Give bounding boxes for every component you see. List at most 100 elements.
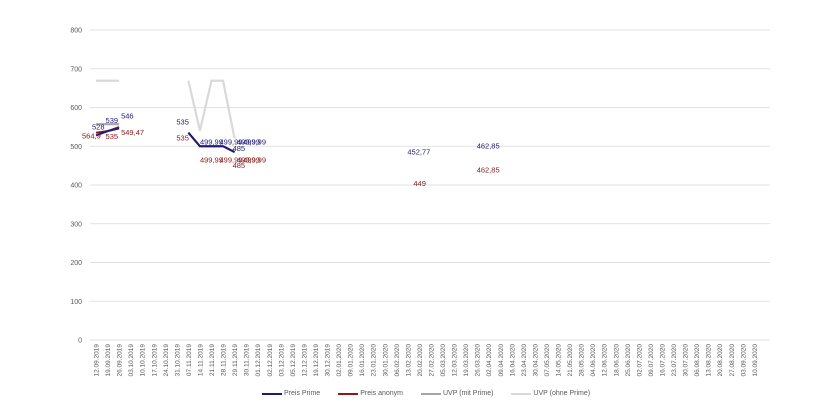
legend-label: UVP (mit Prime) — [442, 390, 494, 397]
x-tick-label: 04.06.2020 — [590, 344, 597, 377]
data-label-anonym: 564,9 — [82, 132, 101, 141]
y-tick-label: 400 — [70, 183, 82, 190]
x-tick-label: 30.07.2020 — [683, 344, 690, 377]
x-tick-label: 14.11.2019 — [197, 344, 204, 376]
x-tick-label: 12.09.2019 — [94, 344, 101, 377]
x-tick-label: 20.08.2020 — [717, 344, 724, 377]
x-tick-label: 23.07.2020 — [671, 344, 678, 377]
x-tick-label: 25.06.2020 — [625, 344, 632, 377]
legend-item-preis-anonym[interactable]: Preis anonym — [338, 390, 403, 397]
x-tick-label: 09.07.2020 — [648, 344, 655, 377]
x-tick-label: 30.01.2020 — [382, 344, 389, 377]
x-tick-label: 30.04.2020 — [532, 344, 539, 377]
x-tick-label: 10.09.2020 — [752, 344, 759, 377]
x-tick-label: 02.04.2020 — [486, 344, 493, 377]
legend-label: Preis anonym — [360, 390, 403, 397]
legend-swatch — [338, 392, 359, 395]
x-tick-label: 17.10.2019 — [151, 344, 158, 377]
legend-swatch — [262, 392, 282, 395]
legend-label: Preis Prime — [284, 390, 321, 397]
legend-label: UVP (ohne Prime) — [533, 390, 591, 397]
data-label-prime: 539 — [106, 116, 119, 125]
x-tick-label: 02.07.2020 — [636, 344, 643, 377]
data-label-anonym: 499,99 — [200, 155, 223, 164]
x-axis: 12.09.2019 19.09.2019 26.09.2019 03.10.2019… — [94, 344, 759, 377]
data-label-anonym: 462,85 — [477, 166, 500, 175]
x-tick-label: 13.02.2020 — [405, 344, 412, 377]
x-tick-label: 27.02.2020 — [428, 344, 435, 377]
legend-item-uvp-mit-prime[interactable]: UVP (mit Prime) — [420, 390, 494, 397]
x-tick-label: 30.12.2019 — [325, 344, 332, 377]
x-tick-label: 12.06.2020 — [602, 344, 609, 377]
y-tick-label: 600 — [70, 105, 82, 112]
legend: Preis Prime Preis anonym UVP (mit Prime)… — [262, 390, 590, 397]
x-tick-label: 02.12.2019 — [267, 344, 274, 377]
x-tick-label: 12.03.2020 — [452, 344, 459, 377]
x-tick-label: 01.12.2019 — [255, 344, 262, 377]
data-label-prime: 499,99 — [237, 137, 260, 146]
x-tick-label: 19.09.2019 — [105, 344, 112, 377]
y-tick-label: 0 — [78, 338, 82, 345]
x-tick-label: 13.08.2020 — [706, 344, 713, 377]
series-lines — [95, 79, 236, 153]
y-tick-label: 500 — [70, 144, 82, 151]
data-label-prime: 462,85 — [477, 142, 500, 151]
x-tick-label: 09.01.2020 — [348, 344, 355, 377]
x-tick-label: 21.05.2020 — [567, 344, 574, 377]
y-tick-label: 100 — [70, 299, 82, 306]
data-label-anonym: 549,47 — [121, 128, 144, 137]
x-tick-label: 12.12.2019 — [301, 344, 308, 377]
data-label-anonym: 499,99 — [237, 155, 260, 164]
x-tick-label: 14.05.2020 — [556, 344, 563, 377]
x-tick-label: 10.10.2019 — [140, 344, 147, 377]
legend-item-uvp-ohne-prime[interactable]: UVP (ohne Prime) — [511, 390, 590, 397]
data-label-prime: 499,99 — [243, 137, 266, 146]
x-tick-label: 03.10.2019 — [128, 344, 135, 377]
legend-swatch — [420, 392, 441, 395]
x-tick-label: 28.11.2019 — [221, 344, 228, 376]
y-axis: 0 100 200 300 400 500 600 700 800 — [70, 28, 82, 345]
legend-item-preis-prime[interactable]: Preis Prime — [262, 390, 320, 397]
y-tick-label: 700 — [70, 66, 82, 73]
data-label-prime: 528 — [92, 122, 105, 131]
x-tick-label: 21.11.2019 — [209, 344, 216, 376]
data-label-anonym: 449 — [413, 179, 426, 188]
x-tick-label: 03.09.2020 — [740, 344, 747, 377]
x-tick-label: 19.12.2019 — [313, 344, 320, 377]
x-tick-label: 30.11.2019 — [244, 344, 251, 376]
x-tick-label: 26.09.2019 — [117, 344, 124, 377]
series-line — [187, 132, 236, 153]
data-label-anonym: 485 — [233, 161, 246, 170]
data-label-prime: 485 — [233, 144, 246, 153]
x-tick-label: 16.07.2020 — [659, 344, 666, 377]
y-tick-label: 800 — [70, 28, 82, 35]
x-tick-label: 03.12.2019 — [278, 344, 285, 377]
x-tick-label: 05.03.2020 — [440, 344, 447, 377]
x-tick-label: 28.05.2020 — [579, 344, 586, 377]
x-tick-label: 06.08.2020 — [694, 344, 701, 377]
data-label-anonym: 499,99 — [243, 155, 266, 164]
x-tick-label: 07.11.2019 — [186, 344, 193, 376]
x-tick-label: 24.10.2019 — [163, 344, 170, 377]
x-tick-label: 23.01.2020 — [371, 344, 378, 377]
x-tick-label: 27.08.2020 — [729, 344, 736, 377]
x-tick-label: 19.03.2020 — [463, 344, 470, 377]
y-tick-label: 200 — [70, 260, 82, 267]
y-tick-label: 300 — [70, 221, 82, 228]
x-tick-label: 06.02.2020 — [394, 344, 401, 377]
gridlines — [90, 29, 770, 341]
data-label-prime: 499,99 — [200, 137, 223, 146]
x-tick-label: 23.04.2020 — [521, 344, 528, 377]
series-line — [187, 79, 236, 139]
data-label-prime: 499,99 — [220, 137, 243, 146]
data-label-anonym: 535 — [106, 132, 119, 141]
series-line — [95, 127, 120, 137]
x-tick-label: 29.11.2019 — [232, 344, 239, 376]
x-tick-label: 16.04.2020 — [509, 344, 516, 377]
data-label-prime: 452,77 — [407, 148, 430, 157]
x-tick-label: 05.12.2019 — [290, 344, 297, 377]
data-label-prime: 546 — [121, 111, 134, 120]
x-tick-label: 20.02.2020 — [417, 344, 424, 377]
